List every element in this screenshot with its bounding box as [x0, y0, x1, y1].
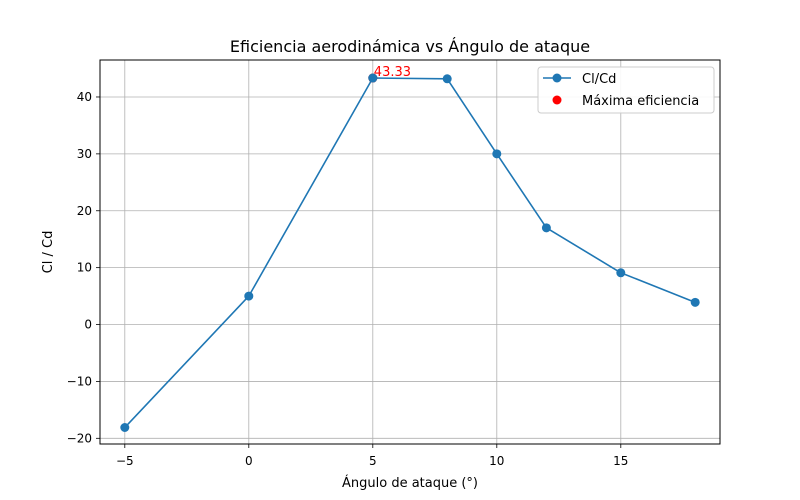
- data-point: [120, 423, 130, 433]
- y-tick-label: 10: [77, 261, 92, 275]
- y-axis-title: Cl / Cd: [41, 231, 56, 274]
- x-tick-label: 10: [489, 454, 504, 468]
- x-tick-label: 15: [613, 454, 628, 468]
- legend-box: [537, 66, 715, 114]
- legend-label-clcd: Cl/Cd: [582, 72, 616, 87]
- x-tick-label: −5: [116, 454, 134, 468]
- plot-frame: [99, 59, 721, 445]
- y-tick-label: 0: [84, 318, 92, 332]
- x-tick-label: 5: [369, 454, 377, 468]
- legend-series-marker: [552, 73, 562, 83]
- x-tick-label: 0: [245, 454, 253, 468]
- series-line-clcd: [124, 77, 696, 429]
- chart-title: Eficiencia aerodinámica vs Ángulo de ata…: [230, 37, 590, 56]
- grid-lines: [100, 60, 720, 444]
- legend-label-max: Máxima eficiencia: [582, 94, 699, 109]
- axis-ticks: −5 0 5 10 15 −20 −10 0 10 20 30 40: [67, 90, 629, 468]
- data-point-overlay: [368, 73, 378, 83]
- data-point: [541, 223, 551, 233]
- data-point: [690, 297, 700, 307]
- y-tick-label: 20: [77, 204, 92, 218]
- y-tick-label: 30: [77, 147, 92, 161]
- legend-max-marker: [552, 95, 562, 105]
- data-point: [616, 268, 626, 278]
- annotations: 43.33: [374, 65, 411, 80]
- data-point: [492, 149, 502, 159]
- legend: Cl/Cd Máxima eficiencia: [537, 66, 715, 114]
- data-point: [442, 74, 452, 84]
- x-axis-title: Ángulo de ataque (°): [342, 475, 478, 491]
- y-tick-label: −20: [67, 431, 92, 445]
- max-value-annotation: 43.33: [374, 65, 411, 80]
- series-layer: [120, 73, 700, 433]
- y-tick-label: −10: [67, 374, 92, 388]
- y-tick-label: 40: [77, 90, 92, 104]
- data-point: [244, 291, 254, 301]
